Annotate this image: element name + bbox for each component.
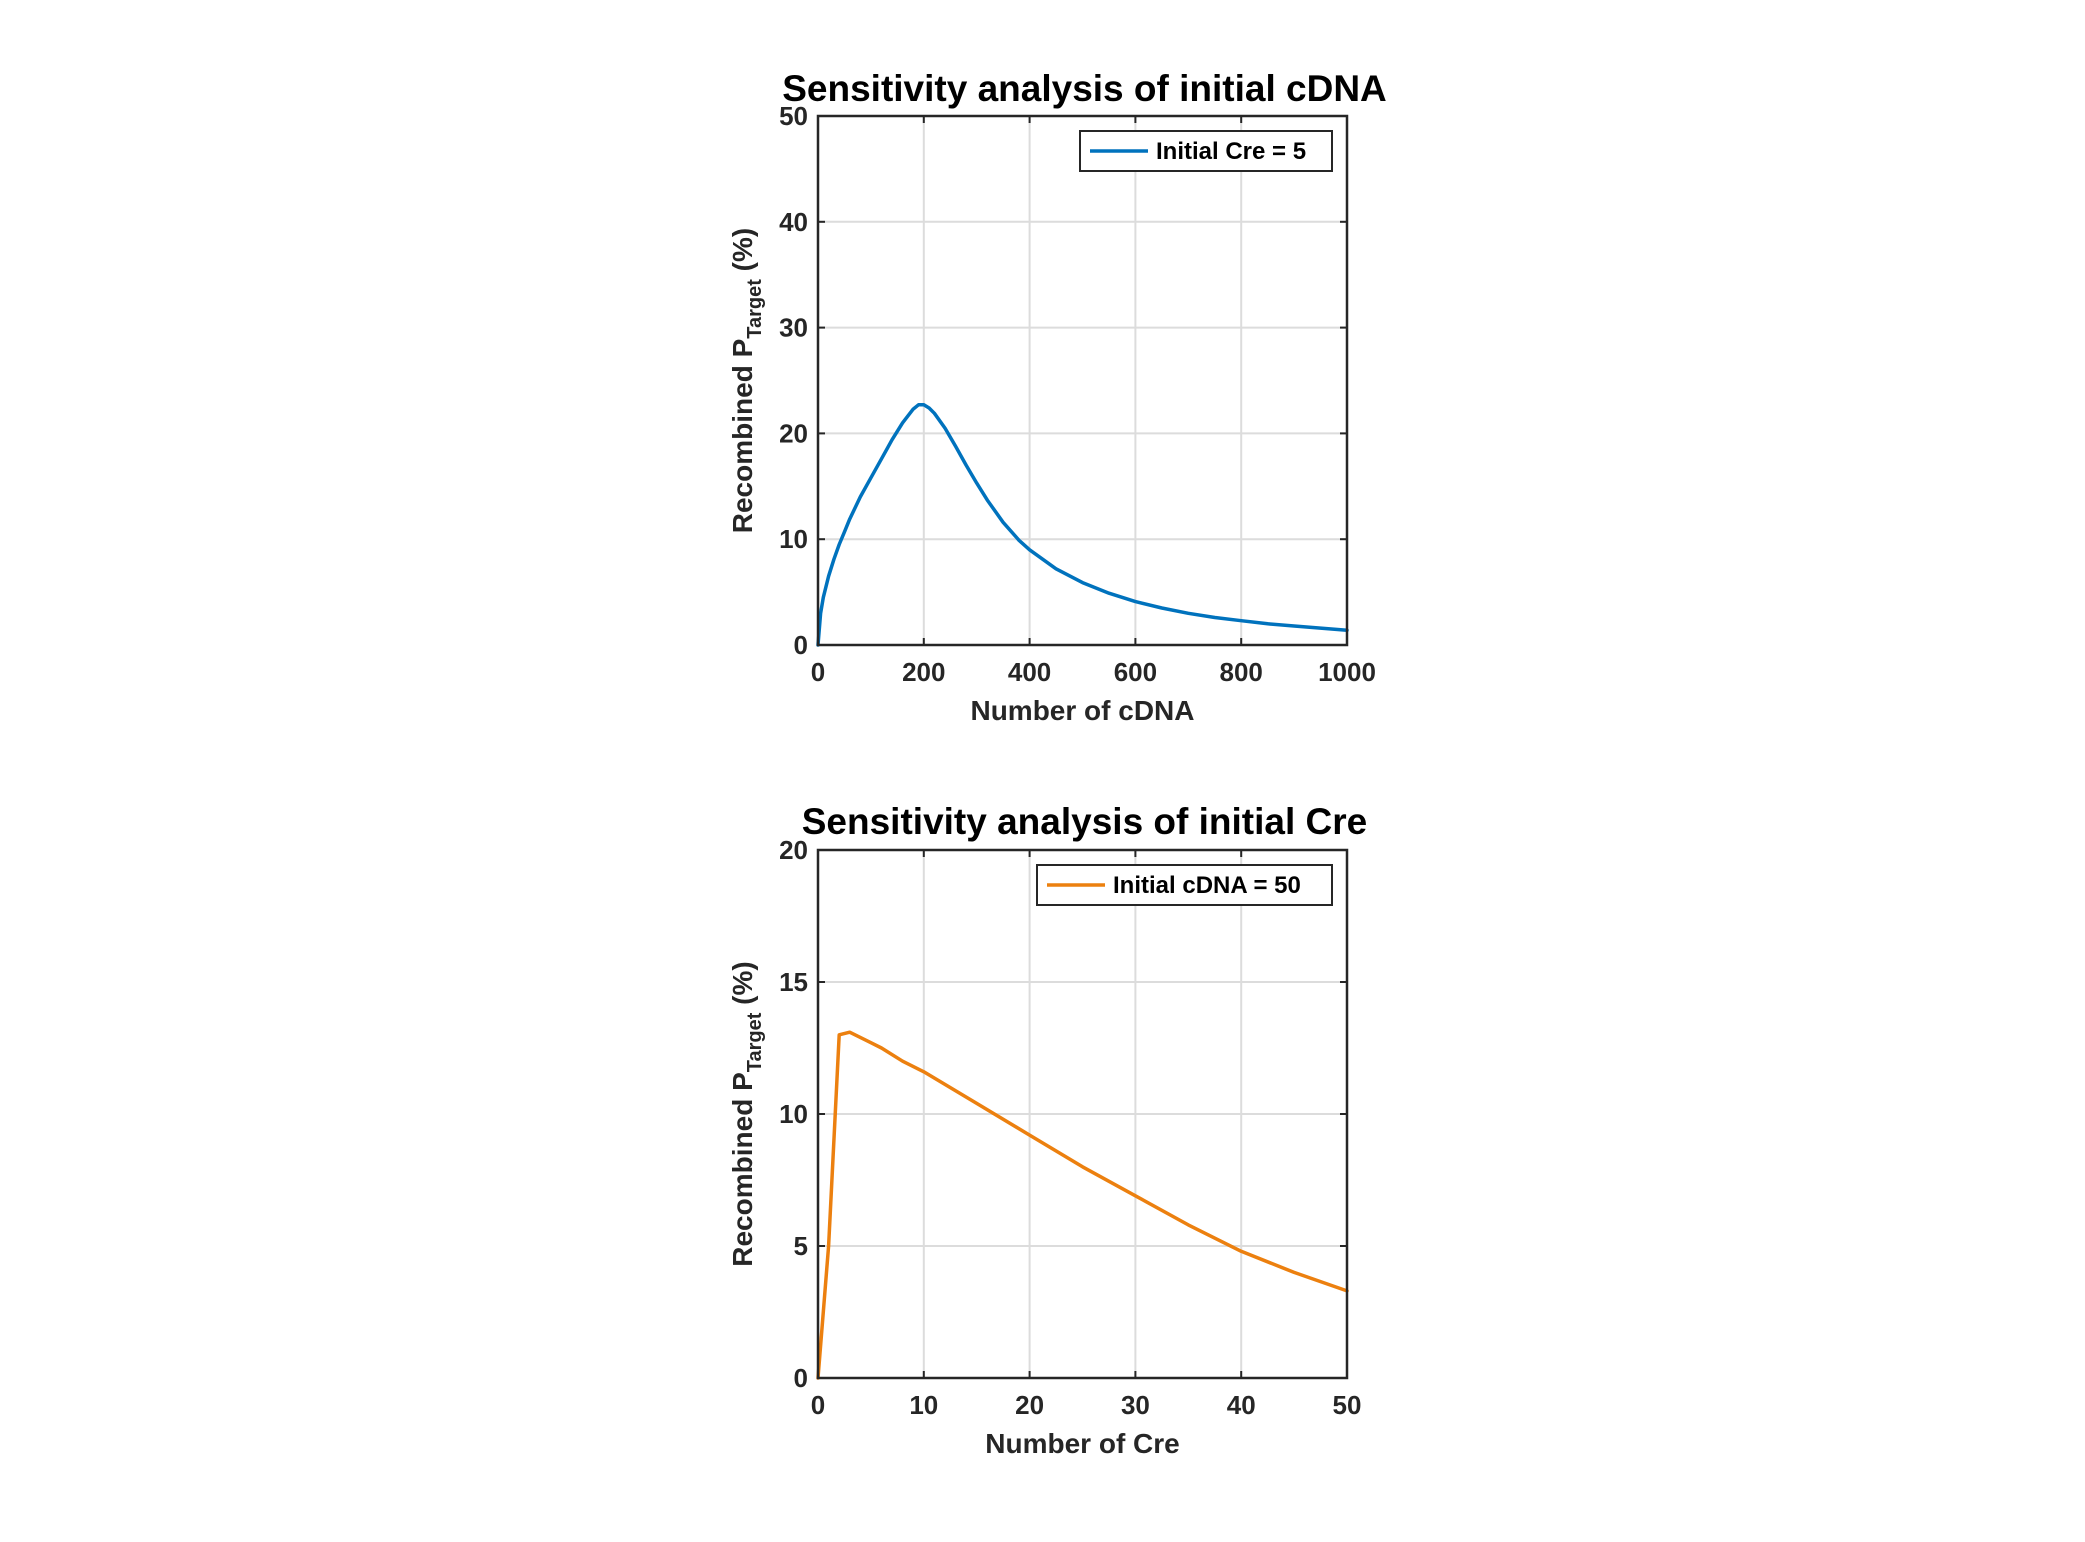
y-tick-label: 50 — [779, 101, 808, 131]
x-tick-label: 10 — [909, 1390, 938, 1420]
y-axis-label-main: Recombined P — [727, 339, 758, 533]
legend: Initial Cre = 5 — [1079, 130, 1333, 172]
x-tick-label: 50 — [1333, 1390, 1362, 1420]
y-tick-label: 5 — [794, 1231, 808, 1261]
y-axis-label-subscript: Target — [744, 279, 766, 339]
y-tick-label: 20 — [779, 418, 808, 448]
x-tick-label: 1000 — [1318, 657, 1376, 687]
x-tick-label: 0 — [811, 657, 825, 687]
x-tick-label: 200 — [902, 657, 945, 687]
x-axis-label: Number of Cre — [985, 1428, 1179, 1459]
y-tick-label: 10 — [779, 524, 808, 554]
series-line-0 — [816, 403, 1349, 647]
y-axis-label-suffix: (%) — [727, 228, 758, 279]
legend-label: Initial Cre = 5 — [1156, 138, 1306, 165]
chart-cdna-sensitivity: 0 200 400 600 800 1000 0 10 20 30 40 50Sensitivity … — [727, 68, 1387, 726]
y-tick-label: 30 — [779, 313, 808, 343]
axes-box — [816, 114, 1349, 647]
legend-box — [1036, 864, 1333, 906]
legend-label: Initial cDNA = 50 — [1113, 872, 1301, 899]
x-tick-label: 30 — [1121, 1390, 1150, 1420]
y-tick-label: 15 — [779, 967, 808, 997]
x-tick-label: 20 — [1015, 1390, 1044, 1420]
y-axis-label-main: Recombined P — [727, 1072, 758, 1266]
legend: Initial cDNA = 50 — [1036, 864, 1333, 906]
series-line-0 — [816, 1030, 1349, 1380]
y-tick-label: 20 — [779, 835, 808, 865]
y-tick-label: 0 — [794, 630, 808, 660]
chart-title: Sensitivity analysis of initial Cre — [802, 801, 1367, 842]
y-axis-label-subscript: Target — [744, 1012, 766, 1072]
y-tick-label: 0 — [794, 1363, 808, 1393]
y-tick-label: 40 — [779, 207, 808, 237]
x-tick-label: 400 — [1008, 657, 1051, 687]
plot-area — [818, 116, 1347, 645]
y-tick-label: 10 — [779, 1099, 808, 1129]
chart-title: Sensitivity analysis of initial cDNA — [782, 68, 1387, 109]
x-tick-label: 0 — [811, 1390, 825, 1420]
y-axis-label: Recombined PTarget (%) — [727, 961, 766, 1266]
x-tick-label: 40 — [1227, 1390, 1256, 1420]
x-tick-label: 800 — [1220, 657, 1263, 687]
x-axis-label: Number of cDNA — [970, 695, 1194, 726]
y-axis-label-suffix: (%) — [727, 961, 758, 1012]
y-axis-label: Recombined PTarget (%) — [727, 228, 766, 533]
x-tick-label: 600 — [1114, 657, 1157, 687]
